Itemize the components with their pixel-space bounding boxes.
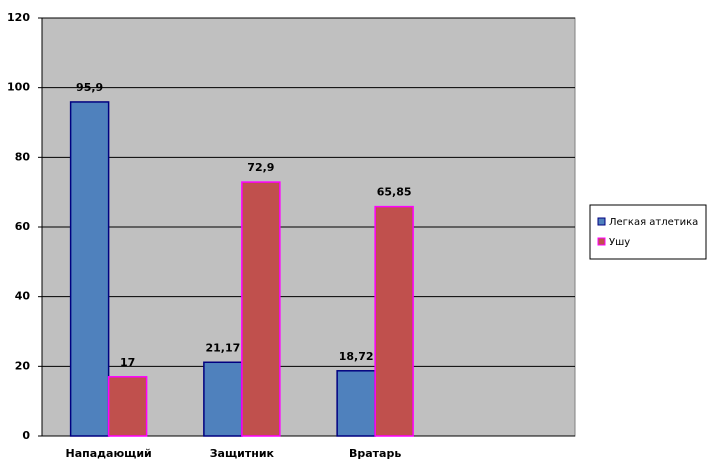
x-tick-label: Вратарь <box>349 447 401 460</box>
bar <box>107 376 148 437</box>
legend-marker <box>597 217 606 226</box>
y-tick-label: 40 <box>15 290 31 303</box>
y-tick-label: 60 <box>15 220 31 233</box>
value-label: 72,9 <box>247 161 274 174</box>
legend-label: Легкая атлетика <box>609 217 698 228</box>
bar <box>203 361 243 437</box>
legend-box <box>589 204 707 260</box>
value-label: 21,17 <box>205 341 240 354</box>
y-tick-label: 120 <box>7 11 30 24</box>
x-tick-label: Нападающий <box>66 447 152 460</box>
y-tick-label: 20 <box>15 359 31 372</box>
bar <box>69 101 110 437</box>
bar <box>374 205 414 437</box>
bar <box>241 181 281 437</box>
value-label: 17 <box>120 356 135 369</box>
y-tick-label: 100 <box>7 81 30 94</box>
value-label: 65,85 <box>377 186 412 199</box>
x-tick-label: Защитник <box>210 447 275 460</box>
legend-marker <box>597 237 606 246</box>
y-tick-label: 0 <box>22 429 30 442</box>
legend-label: Ушу <box>609 237 630 248</box>
legend: Легкая атлетика Ушу <box>589 204 707 260</box>
value-label: 18,72 <box>339 350 374 363</box>
value-label: 95,9 <box>76 81 103 94</box>
y-tick-label: 80 <box>15 150 31 163</box>
bar <box>336 370 376 437</box>
